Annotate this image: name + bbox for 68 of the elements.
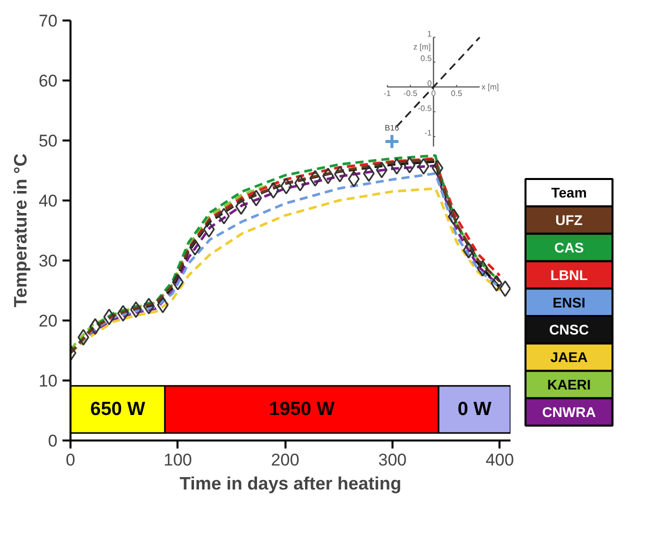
point [117, 305, 129, 322]
point [363, 165, 375, 182]
y-tick-label: 1 [427, 29, 432, 38]
band-label: 650 W [90, 398, 146, 420]
point [432, 160, 444, 176]
point [462, 242, 474, 259]
text: UFZ [555, 212, 584, 228]
point [130, 301, 142, 318]
point [334, 166, 346, 182]
x-tick-label: 100 [164, 450, 192, 470]
point [490, 275, 502, 292]
point [404, 156, 416, 174]
x-tick-label: 0 [66, 450, 76, 470]
band-label: 1950 W [269, 398, 335, 420]
y-axis-title: z [m] [413, 42, 431, 52]
text: KAERI [547, 376, 591, 393]
point [78, 329, 90, 346]
band-label: 0 W [458, 398, 492, 420]
point [322, 168, 334, 184]
point [448, 208, 460, 225]
x-tick-label: 400 [486, 450, 514, 470]
text: ENSI [552, 294, 586, 310]
y-tick-label: 0 [427, 78, 432, 88]
point [476, 260, 488, 277]
point [89, 318, 101, 335]
y-tick-label: 40 [38, 192, 58, 210]
point [250, 190, 262, 206]
y-tick-label: 70 [38, 12, 58, 30]
point [218, 208, 230, 224]
point [418, 158, 430, 175]
x-tick-label: 0.5 [451, 88, 463, 98]
y-tick-label: 0 [48, 432, 58, 450]
point [280, 178, 292, 194]
x-tick-label: -0.5 [404, 88, 418, 98]
x-tick-label: 300 [378, 450, 407, 470]
point [172, 274, 184, 290]
y-tick-label: 50 [38, 132, 58, 150]
point [156, 296, 169, 314]
y-tick-label: 0.5 [420, 54, 432, 64]
y-tick-label: 60 [38, 72, 58, 90]
point [376, 162, 388, 178]
point [103, 308, 115, 326]
x-axis-title: Time in days after heating [180, 474, 402, 494]
x-tick-label: -1 [384, 88, 392, 98]
text: CNSC [549, 322, 589, 338]
point [268, 182, 280, 199]
y-tick-label: 30 [38, 252, 58, 270]
legend-title: Team [551, 184, 587, 201]
text: CNWRA [542, 404, 596, 420]
y-tick-label: -0.5 [418, 104, 432, 113]
text: JAEA [550, 349, 588, 366]
point [390, 158, 403, 175]
point [143, 298, 155, 314]
y-tick-label: -1 [424, 128, 432, 138]
point [348, 170, 360, 188]
point [189, 239, 201, 256]
text: CAS [554, 240, 584, 256]
x-tick-label: 200 [270, 450, 300, 470]
y-tick-label: 20 [38, 312, 58, 330]
point [294, 174, 306, 192]
text: LBNL [550, 266, 588, 283]
point [235, 198, 247, 215]
y-tick-label: 10 [38, 372, 58, 390]
point [309, 170, 321, 187]
y-axis-title: Temperature in °C [10, 154, 31, 308]
point [203, 221, 215, 238]
x-axis-title: x [m] [482, 82, 499, 92]
annotation: B16 [384, 124, 400, 133]
